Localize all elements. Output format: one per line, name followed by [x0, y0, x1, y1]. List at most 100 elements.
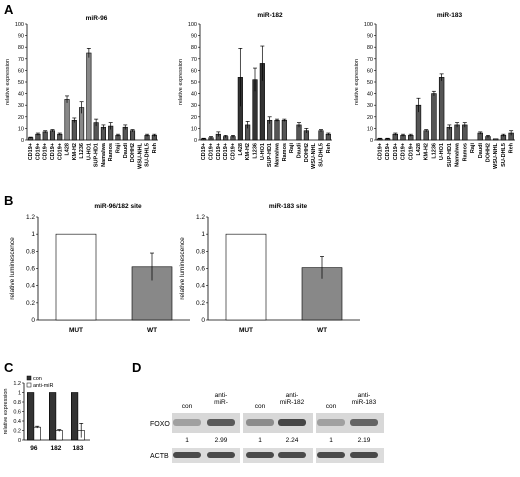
panel-label-c: C	[4, 360, 14, 375]
y-tick-label: 1.2	[196, 214, 205, 221]
y-tick-label: 90	[191, 34, 197, 40]
x-tick-label: CD19+	[223, 143, 229, 160]
blot-quant-value: 2.99	[215, 437, 228, 444]
x-tick-label: U-HO1	[439, 143, 445, 160]
y-tick-label: 20	[191, 115, 197, 121]
y-tick-label: 70	[191, 57, 197, 63]
x-tick-label: Reh	[326, 142, 332, 153]
x-tick-label: CD19+	[408, 143, 414, 160]
y-tick-label: 40	[191, 92, 197, 98]
x-tick-label: MUT	[239, 327, 253, 334]
x-tick-label: CD19+	[57, 143, 63, 160]
x-tick-label: WSU-NHL	[311, 142, 317, 169]
x-tick-label: Daudi	[123, 143, 129, 159]
y-tick-label: 80	[18, 45, 24, 51]
y-tick-label: 0	[201, 317, 205, 324]
y-tick-label: 0.8	[196, 248, 205, 255]
x-tick-label: Namalwa	[275, 142, 281, 167]
bar	[86, 52, 92, 141]
blot-lane-headers: con anti-miR-con anti-miR-182 con anti-miR-1…	[182, 392, 377, 410]
blot-row-label-actb: ACTB	[150, 453, 169, 460]
x-tick-label: CD19+	[393, 143, 399, 160]
y-tick-label: 90	[367, 34, 373, 40]
chart-mir-183-site: 0 0.2 0.4 0.6 0.8 1 1.2 relative luminescence mi…	[179, 203, 360, 334]
x-tick-label: KM-H2	[72, 143, 78, 160]
blot-lane-header: anti-	[358, 392, 371, 399]
x-tick-label: L1236	[253, 143, 259, 159]
y-tick-label: 0	[21, 138, 24, 144]
y-tick-label: 60	[191, 68, 197, 74]
bar	[55, 233, 97, 321]
bar	[71, 119, 77, 141]
x-tick-label: Ramos	[282, 143, 288, 161]
x-tick-label: CD19+	[385, 143, 391, 160]
bar	[274, 119, 280, 141]
bar	[64, 99, 70, 141]
x-tick-label: KM-H2	[424, 143, 430, 160]
y-tick-label: 1.2	[26, 214, 35, 221]
actb-band	[278, 452, 306, 458]
foxo-band	[317, 419, 345, 426]
x-tick-label: Raji	[115, 143, 121, 154]
bar-anti-miR	[55, 430, 63, 441]
x-tick-label: U-HO1	[86, 143, 92, 160]
blot-quant-value: 1	[329, 437, 333, 444]
y-tick-label: 60	[367, 68, 373, 74]
legend-swatch	[26, 382, 32, 388]
y-tick-label: 1	[201, 231, 205, 238]
blot-lane-header: con	[182, 403, 193, 410]
blot-strip-actb	[243, 448, 313, 463]
y-axis-label: relative expression	[5, 59, 11, 105]
x-tick-label: 183	[72, 445, 83, 452]
bar-con	[26, 392, 35, 441]
bar	[493, 138, 499, 141]
y-tick-label: 0.6	[26, 266, 35, 273]
x-tick-label: CD19+	[209, 143, 215, 160]
x-tick-label: WSU-NHL	[493, 142, 499, 169]
legend-label: anti-miR	[33, 383, 54, 389]
foxo-band	[207, 419, 235, 426]
y-tick-label: 0.2	[26, 300, 35, 307]
blot-strip-foxo	[172, 413, 240, 433]
legend-label: con	[33, 376, 42, 382]
x-tick-label: 182	[50, 445, 61, 452]
bar-anti-miR	[33, 426, 41, 441]
x-tick-label: Namalwa	[455, 142, 461, 167]
x-tick-label: SU-DHL5	[145, 143, 151, 167]
blot-lane-header: miR-182	[280, 399, 305, 406]
actb-band	[173, 452, 201, 458]
bar	[431, 93, 437, 141]
chart-title: miR-96/182 site	[94, 203, 142, 210]
y-axis-label: relative expression	[354, 59, 360, 105]
x-tick-label: CD19+	[28, 143, 34, 160]
y-tick-label: 0	[31, 317, 35, 324]
actb-band	[317, 452, 345, 458]
y-tick-label: 50	[191, 80, 197, 86]
y-tick-label: 0.4	[13, 419, 21, 425]
x-tick-label: Raji	[289, 143, 295, 154]
foxo-band	[173, 419, 201, 426]
y-tick-label: 90	[18, 34, 24, 40]
y-tick-label: 0.6	[196, 266, 205, 273]
x-tick-label: U-HO1	[260, 143, 266, 160]
blot-lane-header: anti-	[286, 392, 299, 399]
y-tick-label: 40	[367, 92, 373, 98]
blot-quant-value: 1	[185, 437, 189, 444]
y-tick-label: 10	[367, 126, 373, 132]
x-tick-label: Raji	[470, 143, 476, 154]
x-tick-label: CD19+	[231, 143, 237, 160]
panel-label-b: B	[4, 193, 13, 208]
y-tick-label: 70	[367, 57, 373, 63]
x-tick-label: CD19+	[201, 143, 207, 160]
chart-mir-183: 0 10 20 30 40 50 60 70 80 90 100 relative expressio…	[354, 12, 515, 169]
x-tick-label: SUP-HD1	[447, 143, 453, 167]
y-tick-label: 30	[18, 103, 24, 109]
x-tick-label: Daudi	[478, 143, 484, 159]
chart-mir-96-182-site: 0 0.2 0.4 0.6 0.8 1 1.2 relative luminescence mi…	[9, 203, 190, 334]
x-tick-label: CD19+	[35, 143, 41, 160]
x-tick-label: Namalwa	[101, 142, 107, 167]
foxo-band	[278, 419, 306, 426]
chart-mir-96: 0 10 20 30 40 50 60 70 80 90 100 relative expressio…	[5, 15, 158, 169]
x-tick-label: MUT	[69, 327, 83, 334]
y-tick-label: 60	[18, 68, 24, 74]
